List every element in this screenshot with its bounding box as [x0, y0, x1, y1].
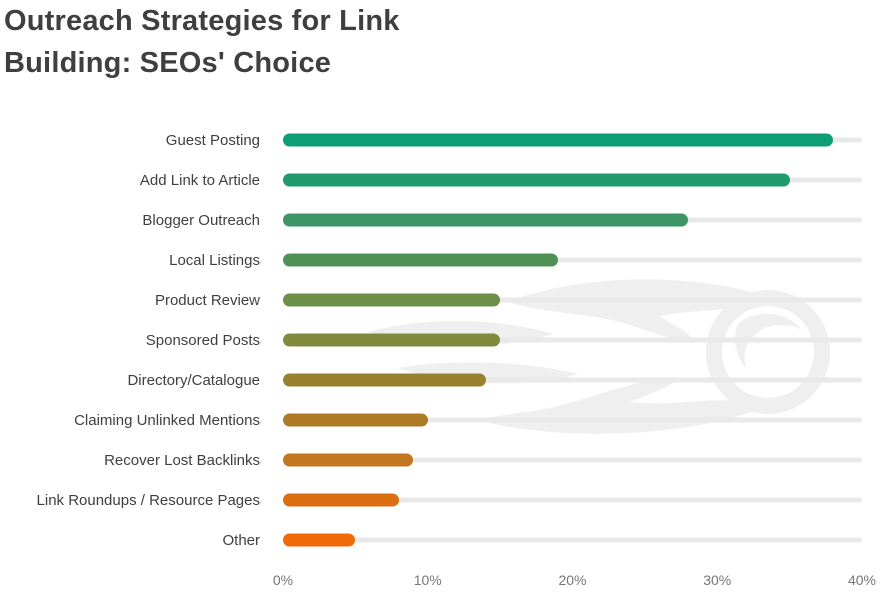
bar-track — [283, 257, 862, 263]
bar-area — [283, 280, 862, 320]
category-label: Product Review — [154, 291, 260, 309]
chart-title-line1: Outreach Strategies for Link — [4, 5, 400, 37]
chart-title: Outreach Strategies for Link Building: S… — [4, 0, 400, 84]
bar-area — [283, 120, 862, 160]
bar — [283, 493, 399, 507]
bar — [283, 133, 834, 147]
chart-row: Guest Posting — [0, 120, 885, 160]
chart-rows: Guest Posting Add Link to Article Blogger … — [0, 120, 885, 560]
bar — [283, 213, 689, 227]
chart-row: Sponsored Posts — [0, 320, 885, 360]
bar — [283, 333, 501, 347]
bar — [283, 253, 559, 267]
x-axis-tick: 40% — [847, 572, 877, 588]
bar-area — [283, 400, 862, 440]
chart-row: Directory/Catalogue — [0, 360, 885, 400]
bar — [283, 453, 414, 467]
bar-track — [283, 457, 862, 463]
chart-row: Add Link to Article — [0, 160, 885, 200]
x-axis-tick: 10% — [413, 572, 442, 588]
category-label: Sponsored Posts — [145, 331, 260, 349]
bar — [283, 413, 428, 427]
bar-area — [283, 360, 862, 400]
bar-area — [283, 200, 862, 240]
bar-area — [283, 240, 862, 280]
category-label: Link Roundups / Resource Pages — [36, 491, 260, 509]
bar-area — [283, 160, 862, 200]
x-axis-tick: 30% — [703, 572, 732, 588]
category-label: Other — [222, 531, 260, 549]
chart-row: Local Listings — [0, 240, 885, 280]
x-axis-tick: 0% — [272, 572, 294, 588]
bar — [283, 293, 501, 307]
bar — [283, 373, 486, 387]
bar — [283, 533, 356, 547]
x-axis: 0% 10% 20% 30% 40% — [273, 572, 876, 592]
category-label: Claiming Unlinked Mentions — [74, 411, 260, 429]
category-label: Recover Lost Backlinks — [104, 451, 260, 469]
x-axis-tick: 20% — [558, 572, 587, 588]
chart-row: Other — [0, 520, 885, 560]
bar-track — [283, 497, 862, 503]
chart-row: Product Review — [0, 280, 885, 320]
bar-area — [283, 320, 862, 360]
bar-area — [283, 520, 862, 560]
category-label: Blogger Outreach — [142, 211, 260, 229]
chart-row: Claiming Unlinked Mentions — [0, 400, 885, 440]
bar — [283, 173, 790, 187]
bar-track — [283, 537, 862, 543]
chart-row: Recover Lost Backlinks — [0, 440, 885, 480]
chart-row: Blogger Outreach — [0, 200, 885, 240]
category-label: Add Link to Article — [139, 171, 260, 189]
category-label: Directory/Catalogue — [127, 371, 260, 389]
chart-title-line2: Building: SEOs' Choice — [4, 47, 332, 79]
category-label: Guest Posting — [165, 131, 260, 149]
category-label: Local Listings — [169, 251, 260, 269]
chart-row: Link Roundups / Resource Pages — [0, 480, 885, 520]
bar-area — [283, 440, 862, 480]
bar-area — [283, 480, 862, 520]
